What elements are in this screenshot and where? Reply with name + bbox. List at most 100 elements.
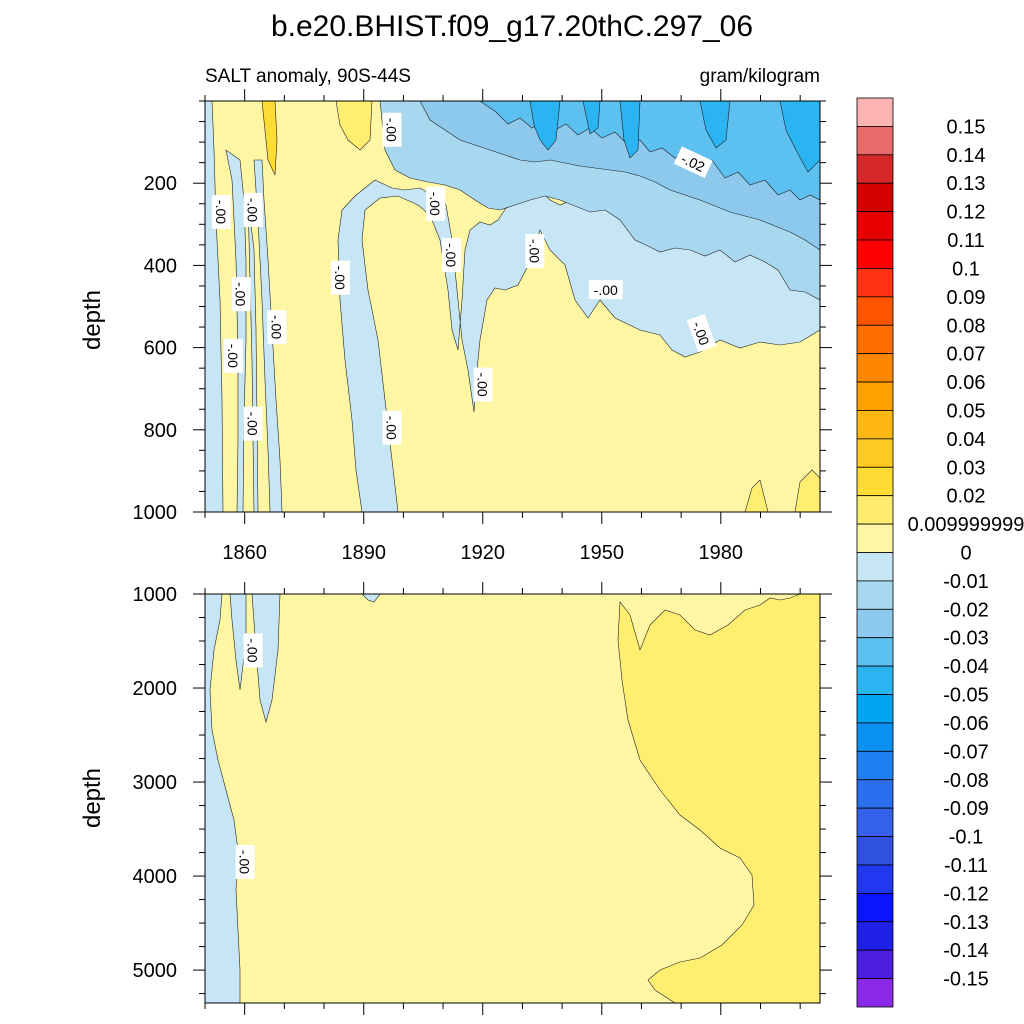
colorbar-swatch (856, 154, 894, 184)
ytick-label: 400 (144, 255, 177, 277)
upper-field-blue-5-patch-3 (699, 101, 731, 149)
colorbar-swatch (856, 126, 894, 156)
contour-label: -.00 (211, 194, 231, 229)
contour-label-text: -.00 (383, 118, 399, 142)
upper-field-yellow-patch-4 (794, 469, 820, 512)
ytick-label: 1000 (133, 584, 178, 606)
colorbar-label: 0.07 (947, 344, 986, 366)
contour-label-bg (243, 406, 263, 441)
contour-label-text: -.00 (233, 282, 249, 306)
colorbar-label: -0.02 (943, 599, 989, 621)
colorbar-label: 0.15 (947, 116, 986, 138)
colorbar-label: 0.009999999 (908, 514, 1024, 536)
colorbar-swatch (856, 580, 894, 610)
contour-label-text: -.00 (245, 412, 261, 436)
xtick-label: 1860 (222, 542, 267, 564)
lower-field-left-blue (205, 594, 241, 1003)
xtick-label: 1890 (341, 542, 386, 564)
upper-ylabel: depth (79, 290, 106, 350)
xtick-label: 1950 (580, 542, 625, 564)
colorbar-label: -0.04 (943, 656, 989, 678)
colorbar-labels: 0.15 0.14 0.13 0.12 0.11 0.1 0.09 0.08 0.07 0.06 0… (908, 116, 1024, 990)
colorbar-swatch (856, 637, 894, 667)
colorbar-label: 0 (960, 543, 971, 565)
contour-label-bg (673, 146, 713, 178)
colorbar (856, 97, 894, 1008)
colorbar-label: 0.03 (947, 457, 986, 479)
contour-label-bg (211, 194, 231, 229)
contour-label-text: -.00 (268, 315, 284, 339)
contour-label-bg (525, 234, 545, 269)
contour-label-text: -.00 (594, 282, 618, 298)
contour-label-bg (426, 186, 446, 221)
contour-label: -.00 (267, 310, 287, 345)
contour-label: -.00 (588, 280, 623, 300)
colorbar-swatch (856, 324, 894, 355)
upper-contour-labels: -.00 -.00 -.00 -.00 -.00 -.00 -.00 -.00 -.00 -.00… (211, 112, 717, 445)
upper-ytick-labels: 200 400 600 800 1000 (133, 173, 178, 524)
upper-field-blue-5-patch-4 (779, 101, 820, 173)
colorbar-swatch (856, 211, 894, 241)
lower-plot-area (205, 594, 820, 1003)
ytick-label: 4000 (133, 866, 178, 888)
xtick-label: 1980 (699, 542, 744, 564)
colorbar-label: -0.05 (943, 685, 989, 707)
colorbar-label: -0.1 (949, 827, 983, 849)
colorbar-swatch (856, 779, 894, 809)
colorbar-label: 0.14 (947, 145, 986, 167)
colorbar-swatch (856, 552, 894, 582)
colorbar-label: -0.07 (943, 741, 989, 763)
colorbar-label: 0.04 (947, 429, 986, 451)
colorbar-label: -0.13 (943, 912, 989, 934)
figure-title: b.e20.BHIST.f09_g17.20thC.297_06 (271, 10, 753, 43)
contour-label: -.00 (330, 260, 350, 295)
lower-field-yellow-right (617, 594, 820, 1003)
colorbar-label: -0.11 (944, 855, 988, 877)
upper-plot-area (205, 101, 820, 512)
ytick-label: 5000 (133, 960, 178, 982)
colorbar-swatch (856, 750, 894, 781)
colorbar-swatch (856, 722, 894, 752)
upper-field-yellow-patch-1 (261, 101, 278, 176)
colorbar-label: 0.06 (947, 372, 986, 394)
contour-label-bg (243, 192, 263, 227)
colorbar-swatch (856, 807, 894, 837)
colorbar-swatch (856, 466, 894, 497)
contour-label-bg (243, 633, 263, 668)
upper-field-blue-5-patch-5 (582, 101, 601, 135)
colorbar-label: 0.12 (947, 202, 986, 224)
colorbar-label: -0.01 (943, 571, 989, 593)
contour-label-bg (442, 238, 461, 273)
colorbar-swatch (856, 921, 894, 951)
contour-label-text: -.00 (245, 638, 261, 662)
contour-label-bg (267, 310, 287, 345)
ytick-label: 3000 (133, 772, 178, 794)
lower-ytick-labels: 1000 2000 3000 4000 5000 (133, 584, 178, 982)
colorbar-swatch (856, 836, 894, 866)
contour-label-bg (231, 277, 251, 312)
upper-xtick-labels: 1860 1890 1920 1950 1980 (222, 542, 743, 564)
colorbar-swatch (856, 694, 894, 724)
colorbar-swatch (856, 381, 894, 411)
lower-contour-labels: -.00 -.00 (235, 633, 263, 879)
colorbar-label: 0.1 (952, 258, 980, 280)
colorbar-swatch (856, 410, 894, 440)
lower-ticks (193, 582, 832, 1015)
contour-label-text: -.00 (383, 416, 399, 440)
colorbar-swatch (856, 495, 894, 525)
colorbar-label: -0.03 (943, 628, 989, 650)
colorbar-swatch (856, 665, 894, 695)
contour-label: -.00 (243, 406, 263, 441)
colorbar-swatch (856, 182, 894, 213)
lower-field-blue-tongue-1 (229, 594, 247, 691)
upper-field-left-strip-1 (205, 101, 224, 512)
colorbar-swatch (856, 438, 894, 468)
colorbar-label: -0.14 (943, 940, 989, 962)
ytick-label: 600 (144, 338, 177, 360)
upper-field-blue-5-patch-2 (619, 101, 641, 159)
contour-label-bg (223, 338, 243, 373)
ytick-label: 200 (144, 173, 177, 195)
contour-label: -.00 (243, 192, 263, 227)
contour-label-bg (382, 112, 402, 147)
